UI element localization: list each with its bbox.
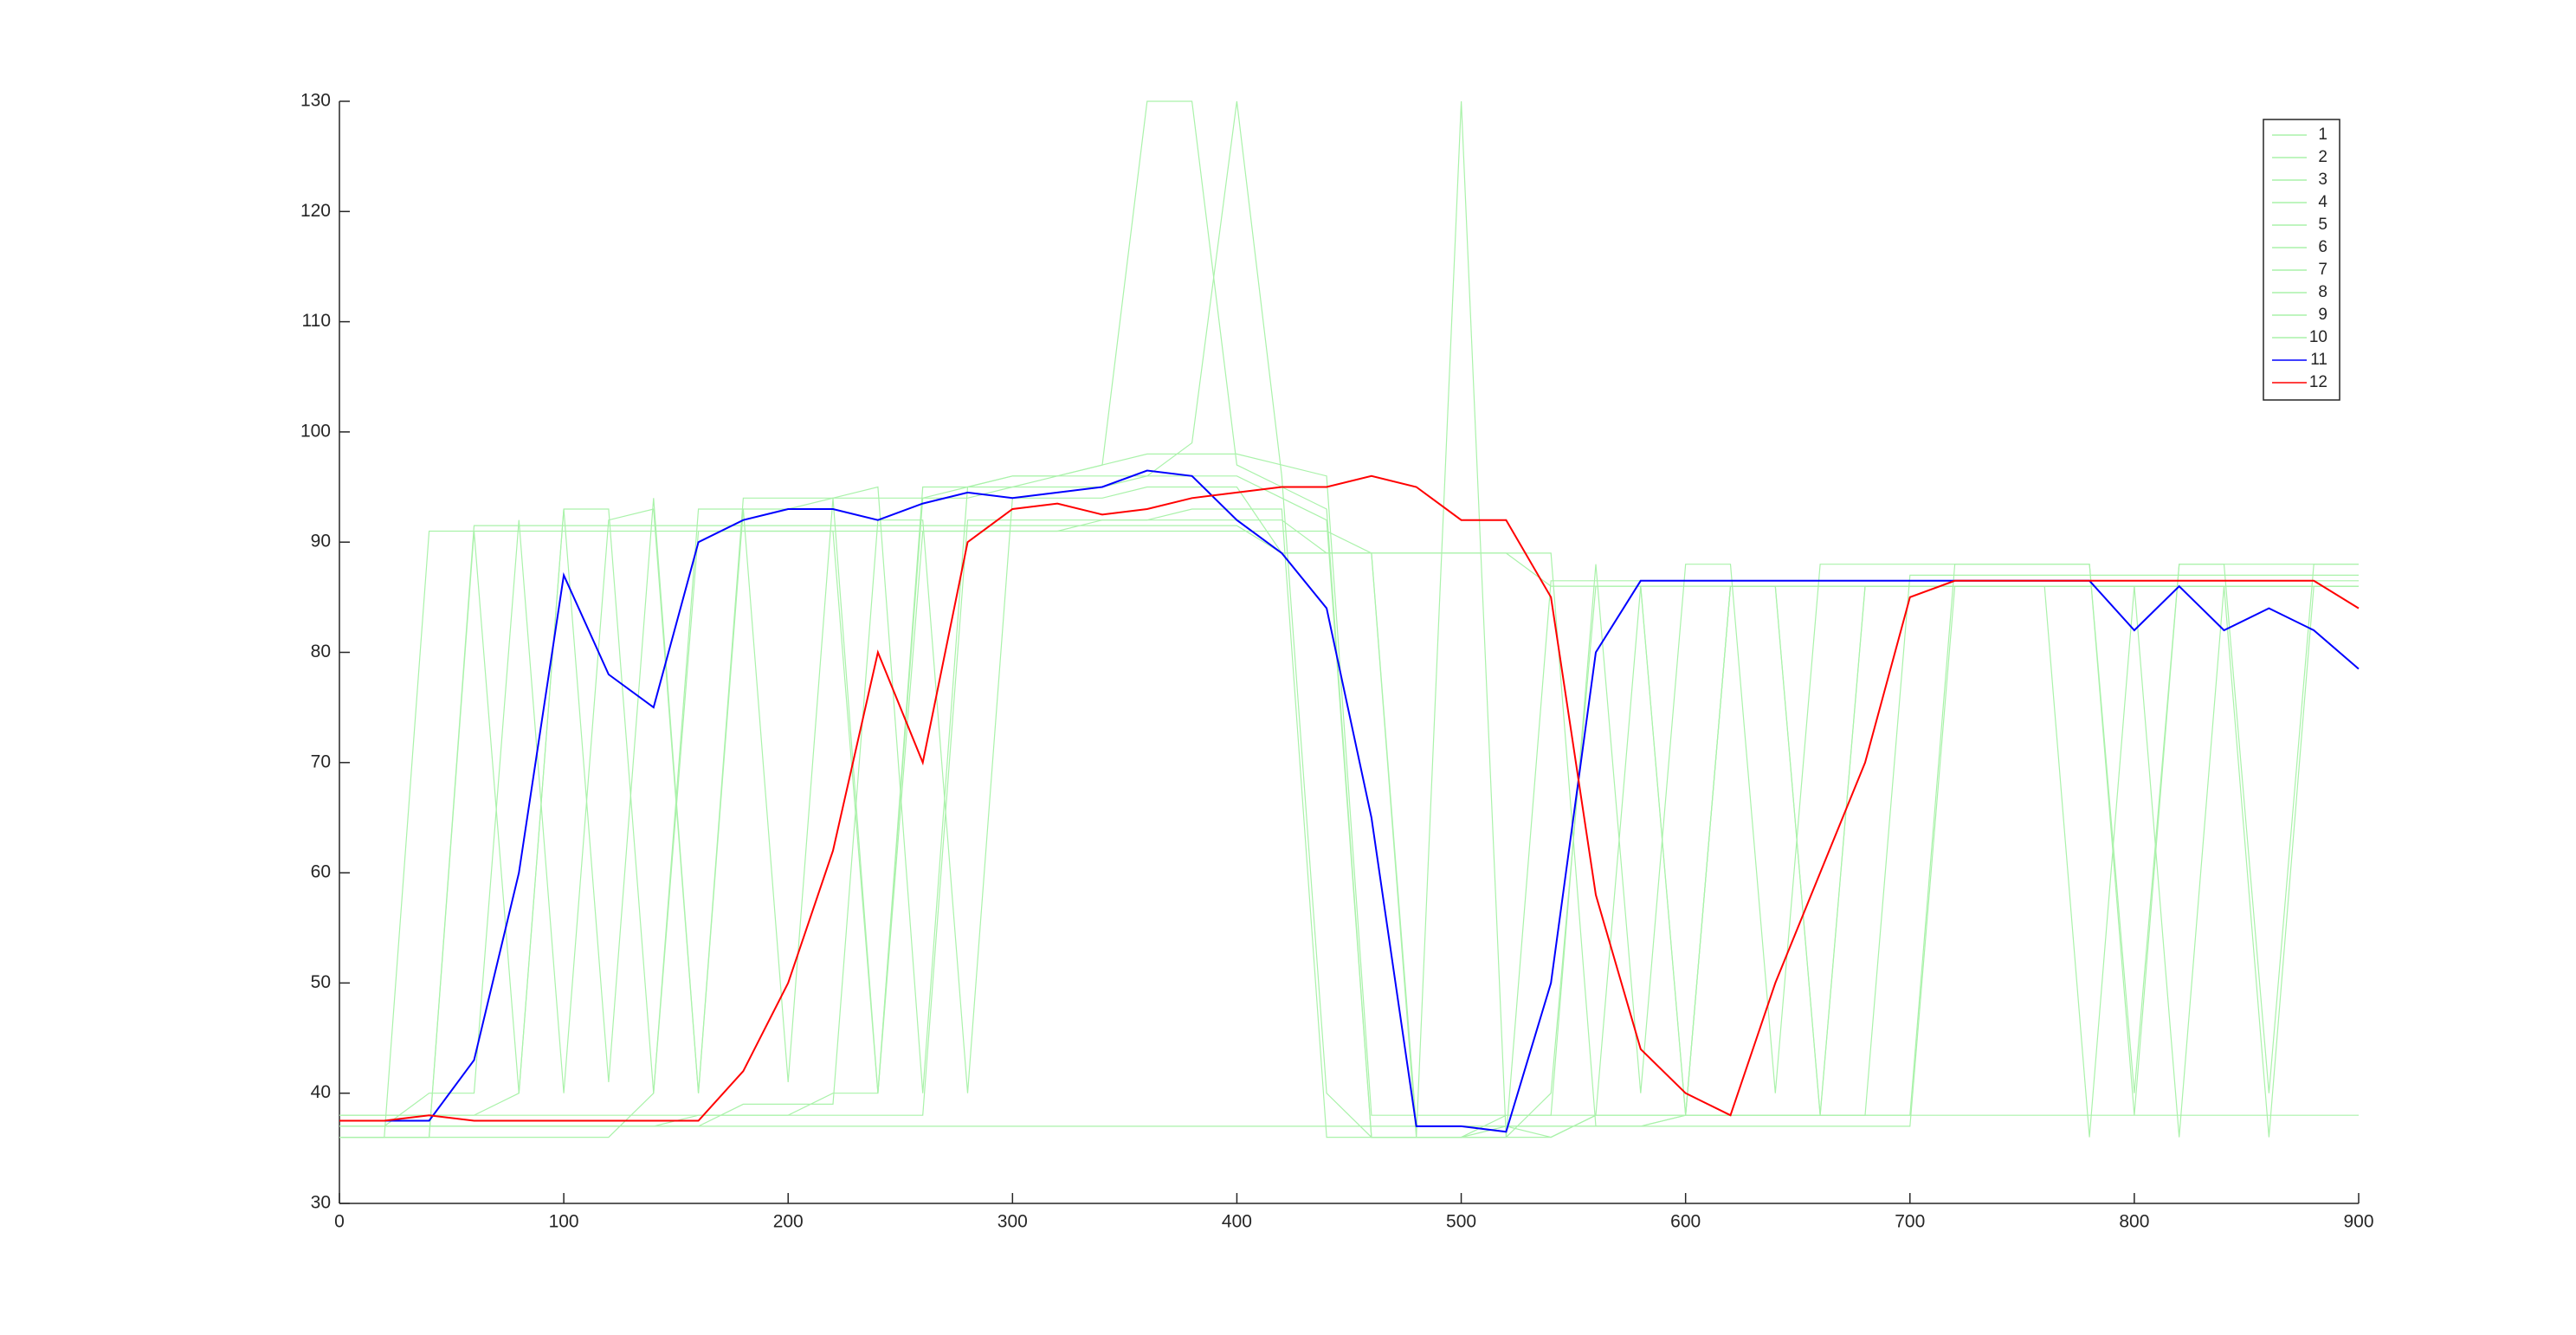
y-tick-label: 90 bbox=[311, 532, 331, 551]
series-line bbox=[339, 453, 2359, 1127]
y-tick-label: 70 bbox=[311, 751, 331, 771]
legend-label: 8 bbox=[2318, 283, 2327, 301]
x-tick-label: 100 bbox=[549, 1212, 579, 1232]
legend-label: 7 bbox=[2318, 261, 2327, 279]
y-tick-label: 100 bbox=[300, 421, 331, 441]
legend-label: 6 bbox=[2318, 238, 2327, 256]
x-tick-label: 800 bbox=[2119, 1212, 2149, 1232]
y-tick-label: 50 bbox=[311, 972, 331, 992]
legend-label: 10 bbox=[2309, 328, 2327, 346]
legend-label: 2 bbox=[2318, 148, 2327, 166]
series-line bbox=[339, 474, 2360, 1122]
legend-label: 12 bbox=[2309, 373, 2327, 391]
x-tick-label: 300 bbox=[997, 1212, 1028, 1232]
legend-label: 3 bbox=[2318, 171, 2327, 189]
legend-label: 9 bbox=[2318, 306, 2327, 324]
x-tick-label: 400 bbox=[1222, 1212, 1252, 1232]
y-tick-label: 80 bbox=[311, 642, 331, 661]
legend-label: 5 bbox=[2318, 216, 2327, 234]
y-tick-label: 60 bbox=[311, 862, 331, 882]
x-tick-label: 500 bbox=[1446, 1212, 1476, 1232]
series-line bbox=[339, 486, 2359, 1127]
x-tick-label: 600 bbox=[1670, 1212, 1701, 1232]
series-line bbox=[339, 100, 2359, 1138]
legend-label: 1 bbox=[2318, 126, 2327, 144]
x-tick-label: 0 bbox=[334, 1212, 345, 1232]
y-tick-label: 40 bbox=[311, 1082, 331, 1102]
x-tick-label: 200 bbox=[773, 1212, 804, 1232]
series-line bbox=[339, 100, 2359, 1138]
series-line bbox=[339, 1114, 2359, 1127]
legend-label: 11 bbox=[2310, 351, 2327, 369]
y-tick-label: 30 bbox=[311, 1193, 331, 1213]
y-tick-label: 110 bbox=[302, 311, 331, 331]
legend-label: 4 bbox=[2318, 193, 2327, 211]
y-tick-label: 120 bbox=[300, 201, 331, 221]
x-tick-label: 700 bbox=[1895, 1212, 1925, 1232]
y-tick-label: 130 bbox=[300, 91, 331, 111]
legend-box bbox=[2263, 119, 2340, 401]
series-line bbox=[339, 530, 2359, 1138]
x-tick-label: 900 bbox=[2343, 1212, 2373, 1232]
